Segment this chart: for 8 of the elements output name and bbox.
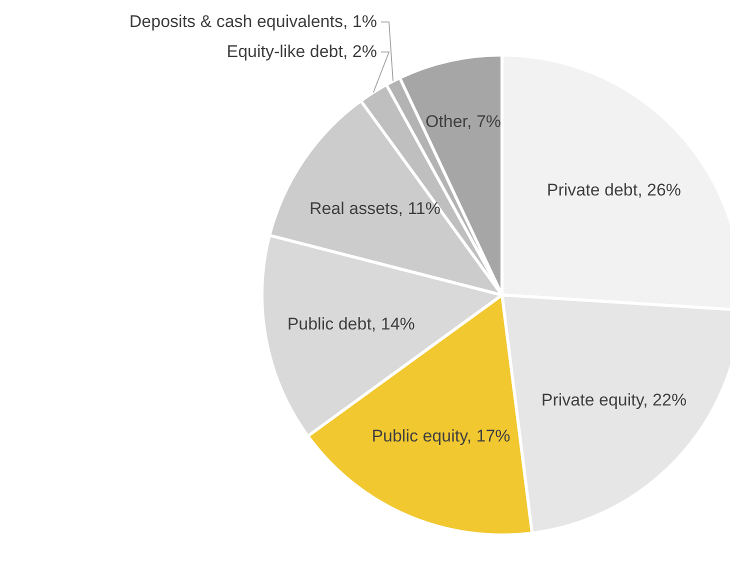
- slice-label: Private debt, 26%: [546, 180, 682, 200]
- slice-label: Real assets, 11%: [309, 199, 440, 218]
- slice-label: Other, 7%: [425, 112, 502, 132]
- slice-label: Public debt, 14%: [287, 314, 415, 334]
- slice-label: Private equity, 22%: [541, 390, 687, 410]
- slice-label: Public equity, 17%: [372, 426, 510, 446]
- slice-label: Equity-like debt, 2%: [226, 42, 377, 61]
- slice-label: Deposits & cash equivalents, 1%: [129, 12, 377, 31]
